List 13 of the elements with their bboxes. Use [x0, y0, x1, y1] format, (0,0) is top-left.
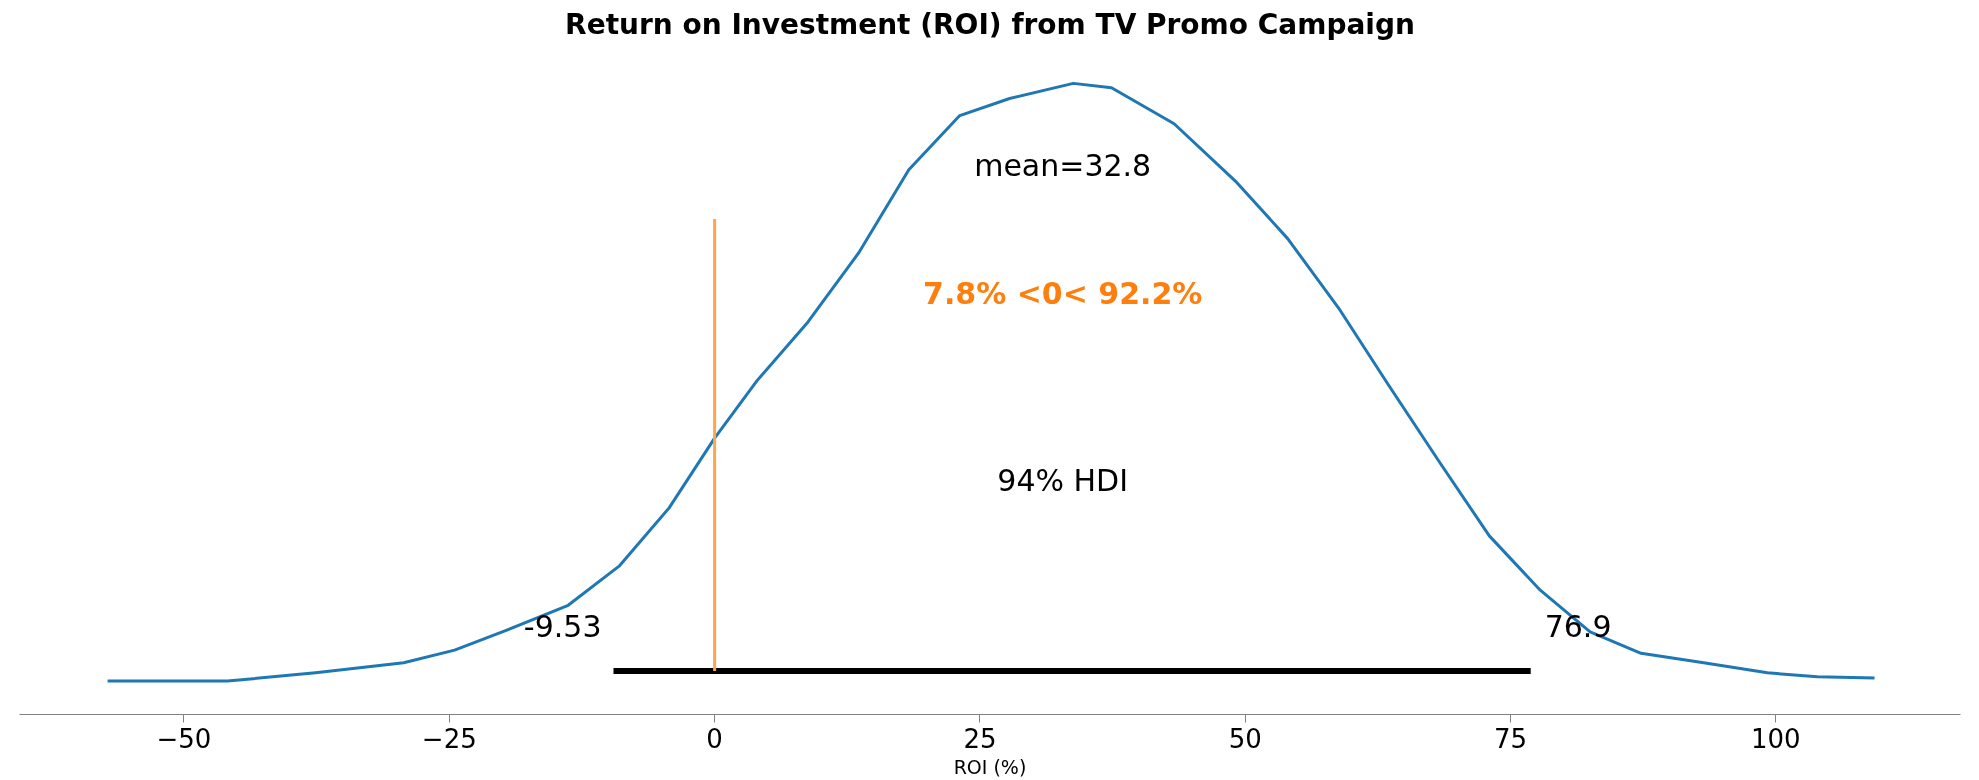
x-tick-label: 50 — [1228, 723, 1262, 754]
x-tick-label: −25 — [421, 723, 477, 754]
chart-title: Return on Investment (ROI) from TV Promo Campaign — [565, 7, 1415, 41]
x-axis-title: ROI (%) — [953, 755, 1027, 778]
annotation: mean=32.8 — [974, 148, 1152, 184]
x-tick-label: 0 — [706, 723, 723, 754]
annotation: 94% HDI — [997, 462, 1129, 498]
x-tick-label: −50 — [156, 723, 212, 754]
annotation: -9.53 — [523, 608, 602, 644]
annotation: 7.8% <0< 92.2% — [923, 275, 1203, 311]
x-tick-label: 75 — [1493, 723, 1528, 754]
x-tick-label: 25 — [963, 723, 997, 754]
x-tick-label: 100 — [1751, 723, 1801, 754]
